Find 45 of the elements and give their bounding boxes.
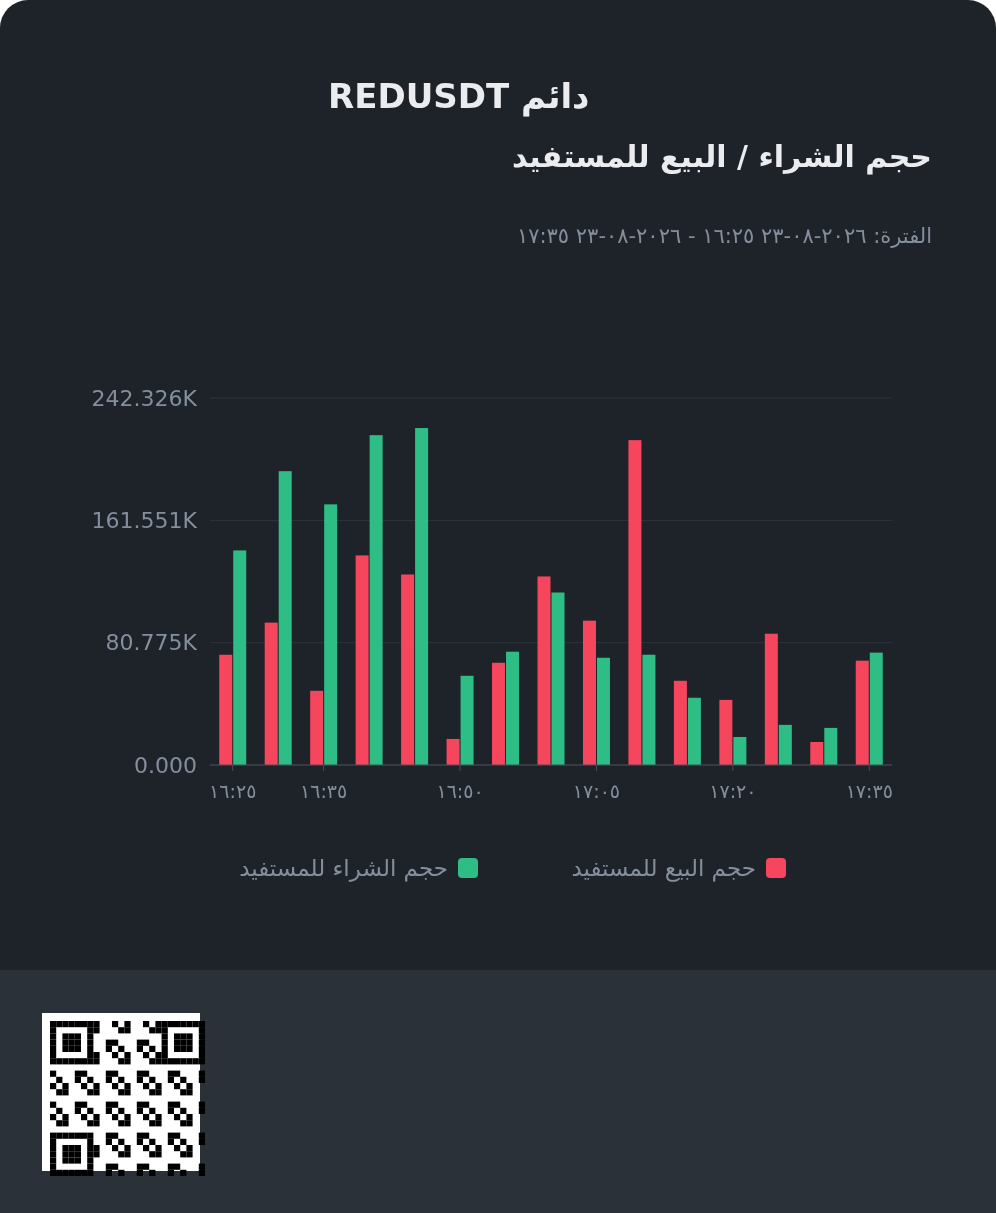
bar [824, 727, 838, 765]
bar [278, 471, 292, 765]
legend-label: حجم البيع للمستفيد [571, 855, 756, 883]
bar [324, 504, 338, 765]
bar [506, 651, 520, 765]
x-tick-label: ١٦:٣٥ [300, 780, 348, 802]
bar [628, 440, 642, 765]
bar [764, 633, 778, 765]
bar [460, 675, 474, 765]
x-tick-label: ١٧:٣٥ [845, 780, 893, 802]
x-tick-label: ١٦:٥٠ [436, 780, 484, 802]
bar [355, 555, 369, 765]
bar [415, 428, 429, 765]
legend-label: حجم الشراء للمستفيد [239, 855, 448, 883]
bar [233, 550, 247, 765]
bar [778, 724, 792, 765]
y-tick-label: 161.551K [91, 508, 198, 534]
bar [264, 622, 278, 765]
bar [687, 697, 701, 765]
bar [596, 657, 610, 765]
bar [582, 620, 596, 765]
y-tick-label: 80.775K [105, 630, 198, 656]
y-tick-label: 242.326K [91, 385, 198, 411]
bar [219, 654, 233, 765]
bar [446, 738, 460, 765]
bar [642, 654, 656, 765]
bar [855, 660, 869, 765]
bar [673, 680, 687, 765]
bar [551, 592, 565, 765]
bar [733, 736, 747, 765]
bar [537, 576, 551, 765]
y-tick-label: 0.000 [134, 752, 197, 778]
chart-subtitle: حجم الشراء / البيع للمستفيد [512, 139, 932, 175]
bar [869, 652, 883, 765]
x-tick-label: ١٧:٠٥ [572, 780, 621, 802]
bar [810, 741, 824, 765]
bar [719, 699, 733, 765]
x-tick-label: ١٧:٢٠ [709, 780, 757, 802]
text: الفترة: ٢٠٢٦-٠٨-٢٣ ١٦:٢٥ - ٢٠٢٦-٠٨-٢٣ ١٧:٣٥ [516, 224, 932, 248]
x-tick-label: ١٦:٢٥ [209, 780, 257, 802]
bar [492, 662, 506, 765]
chart-title: دائم REDUSDT [328, 76, 590, 117]
bar [310, 690, 324, 765]
bar [401, 574, 415, 765]
bar [369, 435, 383, 765]
